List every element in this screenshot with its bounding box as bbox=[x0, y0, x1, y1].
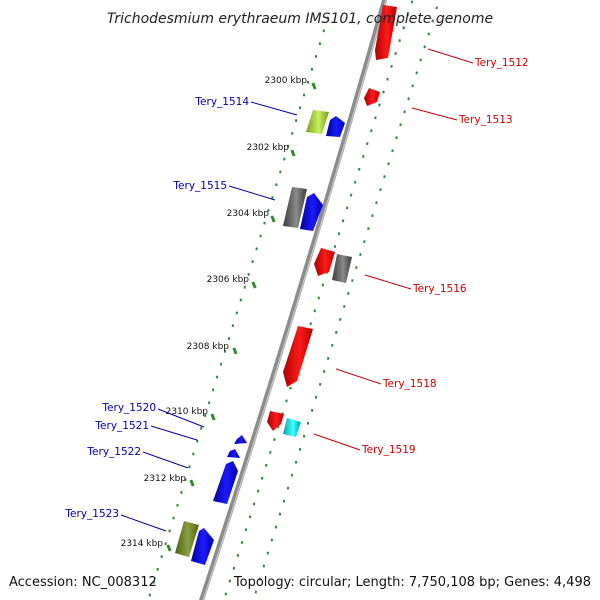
gene-label-tery-1512[interactable]: Tery_1512 bbox=[474, 57, 529, 69]
tick-label: 2314 kbp bbox=[121, 539, 164, 549]
gene-label-tery-1515[interactable]: Tery_1515 bbox=[172, 180, 227, 192]
gene-label-tery-1522[interactable]: Tery_1522 bbox=[86, 446, 141, 458]
gene-label-tery-1519[interactable]: Tery_1519 bbox=[361, 444, 416, 456]
scale-tick bbox=[290, 149, 296, 157]
gene-features bbox=[175, 5, 397, 565]
map-title: Trichodesmium erythraeum IMS101, complet… bbox=[107, 11, 493, 27]
scale-tick bbox=[311, 82, 317, 90]
genome-backbone bbox=[199, 0, 388, 600]
gene-feature-tery-1523b bbox=[191, 528, 214, 565]
topology-summary: Topology: circular; Length: 7,750,108 bp… bbox=[233, 575, 591, 590]
gene-feature-tery-1518 bbox=[283, 326, 313, 387]
gene-feature-tery-1523a bbox=[175, 521, 199, 557]
gene-label-tery-1518[interactable]: Tery_1518 bbox=[382, 378, 437, 390]
leader-line bbox=[411, 107, 458, 121]
scale-tick bbox=[210, 413, 216, 421]
label-leader-lines bbox=[120, 48, 474, 532]
gene-feature-tery-1516b bbox=[332, 254, 352, 283]
accession-text: Accession: NC_008312 bbox=[9, 575, 157, 590]
gene-feature-tery-1513 bbox=[364, 88, 380, 106]
gene-feature-tery-1515a bbox=[283, 187, 307, 228]
gene-label-tery-1516[interactable]: Tery_1516 bbox=[412, 283, 467, 295]
scale-tick bbox=[166, 544, 172, 552]
tick-label: 2310 kbp bbox=[166, 407, 209, 417]
gene-feature-tery-1522 bbox=[213, 461, 238, 504]
gene-labels: Tery_1512 Tery_1513 Tery_1516 Tery_1518 Tery… bbox=[64, 57, 528, 520]
gene-feature-tery-1515b bbox=[300, 193, 323, 231]
gene-label-tery-1514[interactable]: Tery_1514 bbox=[194, 96, 249, 108]
leader-line bbox=[313, 433, 361, 451]
gene-label-tery-1523[interactable]: Tery_1523 bbox=[64, 508, 119, 520]
scale-ticks: 2300 kbp 2302 kbp 2304 kbp 2306 kbp 2308 kbp… bbox=[121, 76, 317, 552]
leader-line bbox=[120, 514, 167, 532]
tick-label: 2300 kbp bbox=[265, 76, 308, 86]
scale-tick bbox=[270, 215, 276, 223]
leader-line bbox=[157, 408, 205, 428]
scale-tick bbox=[189, 479, 195, 487]
leader-line bbox=[142, 451, 189, 469]
gene-feature-tery-1514a bbox=[306, 110, 329, 134]
gene-feature-tery-1519b bbox=[283, 418, 301, 437]
gene-feature-tery-1516a bbox=[314, 248, 335, 276]
leader-line bbox=[427, 48, 474, 64]
tick-label: 2304 kbp bbox=[227, 209, 270, 219]
gene-feature-tery-1521 bbox=[227, 449, 240, 458]
tick-label: 2306 kbp bbox=[207, 275, 250, 285]
tick-label: 2308 kbp bbox=[187, 342, 230, 352]
gene-feature-tery-1512 bbox=[375, 5, 397, 60]
leader-line bbox=[150, 425, 198, 441]
leader-line bbox=[335, 368, 382, 385]
scale-tick bbox=[251, 281, 257, 289]
leader-line bbox=[250, 101, 298, 116]
gene-label-tery-1513[interactable]: Tery_1513 bbox=[458, 114, 513, 126]
scale-tick bbox=[232, 347, 238, 355]
tick-label: 2312 kbp bbox=[144, 474, 187, 484]
leader-line bbox=[364, 274, 412, 290]
gene-label-tery-1520[interactable]: Tery_1520 bbox=[101, 402, 156, 414]
gene-label-tery-1521[interactable]: Tery_1521 bbox=[94, 420, 149, 432]
leader-line bbox=[228, 185, 276, 201]
tick-label: 2302 kbp bbox=[247, 143, 290, 153]
gene-feature-tery-1514b bbox=[326, 116, 345, 137]
gene-feature-tery-1519a bbox=[267, 411, 284, 431]
gene-feature-tery-1520 bbox=[234, 435, 247, 444]
